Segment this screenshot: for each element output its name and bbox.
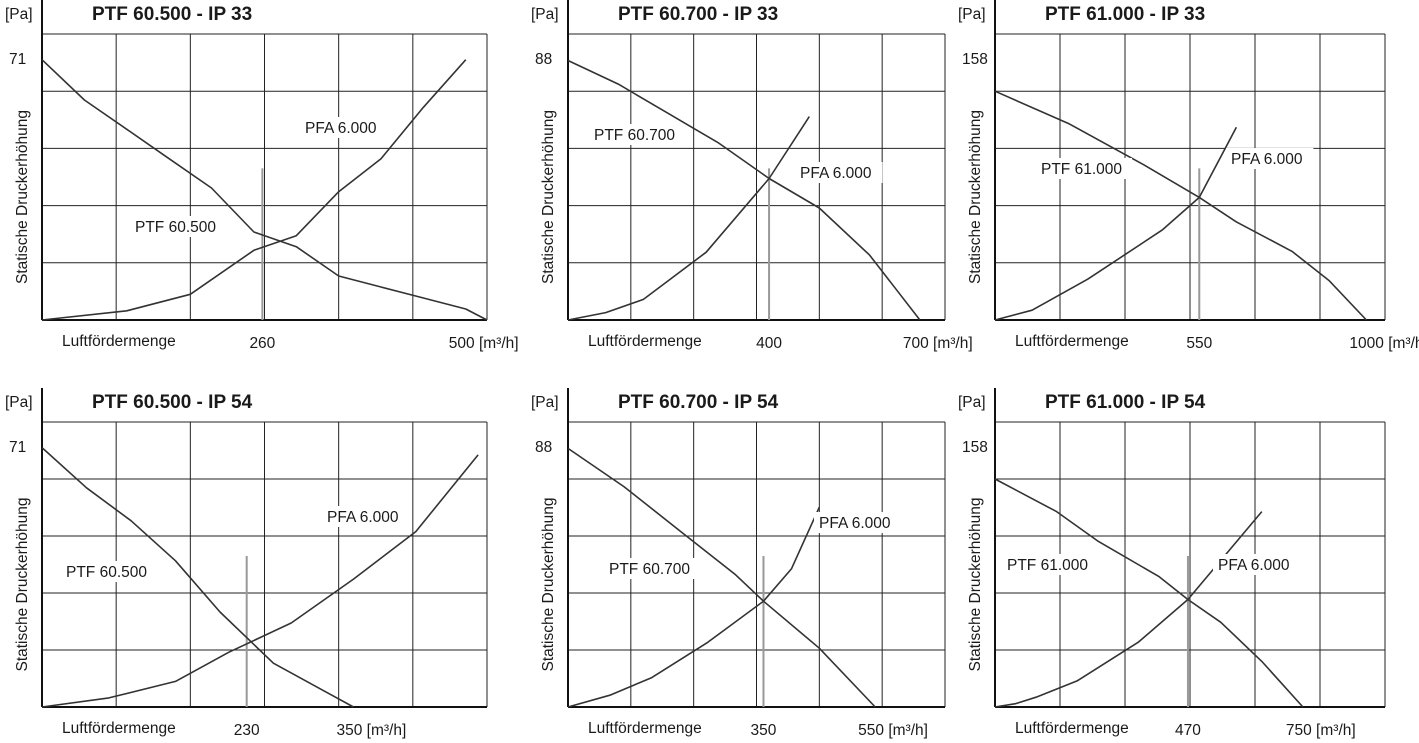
chart-title: PTF 60.500 - IP 54 bbox=[92, 392, 253, 413]
series-label: PFA 6.000 bbox=[819, 515, 891, 532]
series-label-bg bbox=[795, 162, 883, 183]
curve-ptf-61-000 bbox=[994, 478, 1304, 708]
chart-panel: PTF 60.500 PFA 6.000 [Pa] PTF 60.500 - IP 5… bbox=[5, 388, 488, 739]
y-unit-label: [Pa] bbox=[531, 394, 559, 411]
chart-title: PTF 61.000 - IP 33 bbox=[1045, 4, 1205, 25]
chart-panel: PTF 60.500 PFA 6.000 [Pa] PTF 60.500 - IP 3… bbox=[5, 0, 519, 352]
series-label-bg bbox=[130, 216, 226, 237]
x-tick-label: 230 bbox=[234, 722, 260, 739]
series-label-bg bbox=[322, 506, 410, 527]
chart-title: PTF 60.700 - IP 33 bbox=[618, 4, 778, 25]
x-tick-label: 350 [m³/h] bbox=[337, 722, 407, 739]
curve-pfa-6-000 bbox=[994, 126, 1238, 321]
series-label: PTF 60.700 bbox=[594, 127, 675, 144]
x-tick-label: 550 bbox=[1186, 335, 1212, 352]
x-tick-label: 1000 [m³/h] bbox=[1349, 335, 1419, 352]
series-label-bg bbox=[589, 124, 685, 145]
series-label-bg bbox=[814, 512, 902, 533]
y-tick-label: 71 bbox=[9, 51, 26, 68]
x-tick-label: 350 bbox=[751, 722, 777, 739]
y-tick-label: 88 bbox=[535, 439, 552, 456]
x-axis-label: Luftfördermenge bbox=[62, 720, 176, 737]
y-tick-label: 71 bbox=[9, 439, 26, 456]
x-tick-label: 400 bbox=[756, 335, 782, 352]
series-label: PFA 6.000 bbox=[1231, 151, 1303, 168]
chart-panel: PTF 61.000 PFA 6.000 [Pa] PTF 61.000 - IP 5… bbox=[958, 388, 1386, 739]
y-axis-label: Statische Druckerhöhung bbox=[540, 497, 557, 671]
x-axis-label: Luftfördermenge bbox=[1015, 720, 1129, 737]
x-tick-label: 700 [m³/h] bbox=[903, 335, 973, 352]
y-tick-label: 88 bbox=[535, 51, 552, 68]
y-axis-label: Statische Druckerhöhung bbox=[967, 110, 984, 284]
series-label-bg bbox=[1226, 148, 1314, 169]
series-label: PFA 6.000 bbox=[327, 509, 399, 526]
y-axis-label: Statische Druckerhöhung bbox=[14, 497, 31, 671]
x-tick-label: 260 bbox=[249, 335, 275, 352]
series-label: PFA 6.000 bbox=[1218, 557, 1290, 574]
chart-title: PTF 60.700 - IP 54 bbox=[618, 392, 779, 413]
curve-ptf-60-500 bbox=[41, 59, 488, 321]
curve-pfa-6-000 bbox=[41, 454, 479, 708]
curve-pfa-6-000 bbox=[41, 59, 467, 321]
x-tick-label: 550 [m³/h] bbox=[858, 722, 928, 739]
series-label-bg bbox=[1002, 554, 1098, 575]
series-label: PTF 61.000 bbox=[1007, 557, 1088, 574]
series-label: PTF 60.700 bbox=[609, 561, 690, 578]
series-label: PFA 6.000 bbox=[800, 165, 872, 182]
chart-panel: PTF 60.700 PFA 6.000 [Pa] PTF 60.700 - IP 3… bbox=[531, 0, 973, 352]
series-label-bg bbox=[61, 561, 157, 582]
curve-ptf-60-700 bbox=[567, 59, 921, 321]
x-axis-label: Luftfördermenge bbox=[588, 720, 702, 737]
y-unit-label: [Pa] bbox=[5, 6, 33, 23]
y-axis-label: Statische Druckerhöhung bbox=[14, 110, 31, 284]
chart-title: PTF 61.000 - IP 54 bbox=[1045, 392, 1206, 413]
y-unit-label: [Pa] bbox=[5, 394, 33, 411]
chart-panel: PTF 61.000 PFA 6.000 [Pa] PTF 61.000 - IP 3… bbox=[958, 0, 1419, 352]
chart-panel: PTF 60.700 PFA 6.000 [Pa] PTF 60.700 - IP 5… bbox=[531, 388, 946, 739]
series-label-bg bbox=[1036, 158, 1132, 179]
curve-pfa-6-000 bbox=[567, 116, 810, 321]
x-axis-label: Luftfördermenge bbox=[62, 333, 176, 350]
y-tick-label: 158 bbox=[962, 51, 988, 68]
y-unit-label: [Pa] bbox=[958, 6, 986, 23]
curve-ptf-60-500 bbox=[41, 447, 354, 708]
x-tick-label: 750 [m³/h] bbox=[1286, 722, 1356, 739]
series-label: PFA 6.000 bbox=[305, 120, 377, 137]
series-label: PTF 60.500 bbox=[135, 219, 216, 236]
y-axis-label: Statische Druckerhöhung bbox=[967, 497, 984, 671]
series-label: PTF 60.500 bbox=[66, 564, 147, 581]
x-axis-label: Luftfördermenge bbox=[588, 333, 702, 350]
series-label-bg bbox=[604, 558, 700, 579]
x-tick-label: 470 bbox=[1175, 722, 1201, 739]
curve-ptf-61-000 bbox=[994, 90, 1367, 321]
curve-ptf-60-700 bbox=[567, 447, 876, 708]
x-tick-label: 500 [m³/h] bbox=[449, 335, 519, 352]
y-unit-label: [Pa] bbox=[958, 394, 986, 411]
y-tick-label: 158 bbox=[962, 439, 988, 456]
series-label-bg bbox=[300, 117, 388, 138]
series-label-bg bbox=[1213, 554, 1301, 575]
y-axis-label: Statische Druckerhöhung bbox=[540, 110, 557, 284]
curve-pfa-6-000 bbox=[567, 506, 821, 708]
curve-pfa-6-000 bbox=[994, 511, 1263, 708]
y-unit-label: [Pa] bbox=[531, 6, 559, 23]
x-axis-label: Luftfördermenge bbox=[1015, 333, 1129, 350]
chart-title: PTF 60.500 - IP 33 bbox=[92, 4, 252, 25]
series-label: PTF 61.000 bbox=[1041, 161, 1122, 178]
